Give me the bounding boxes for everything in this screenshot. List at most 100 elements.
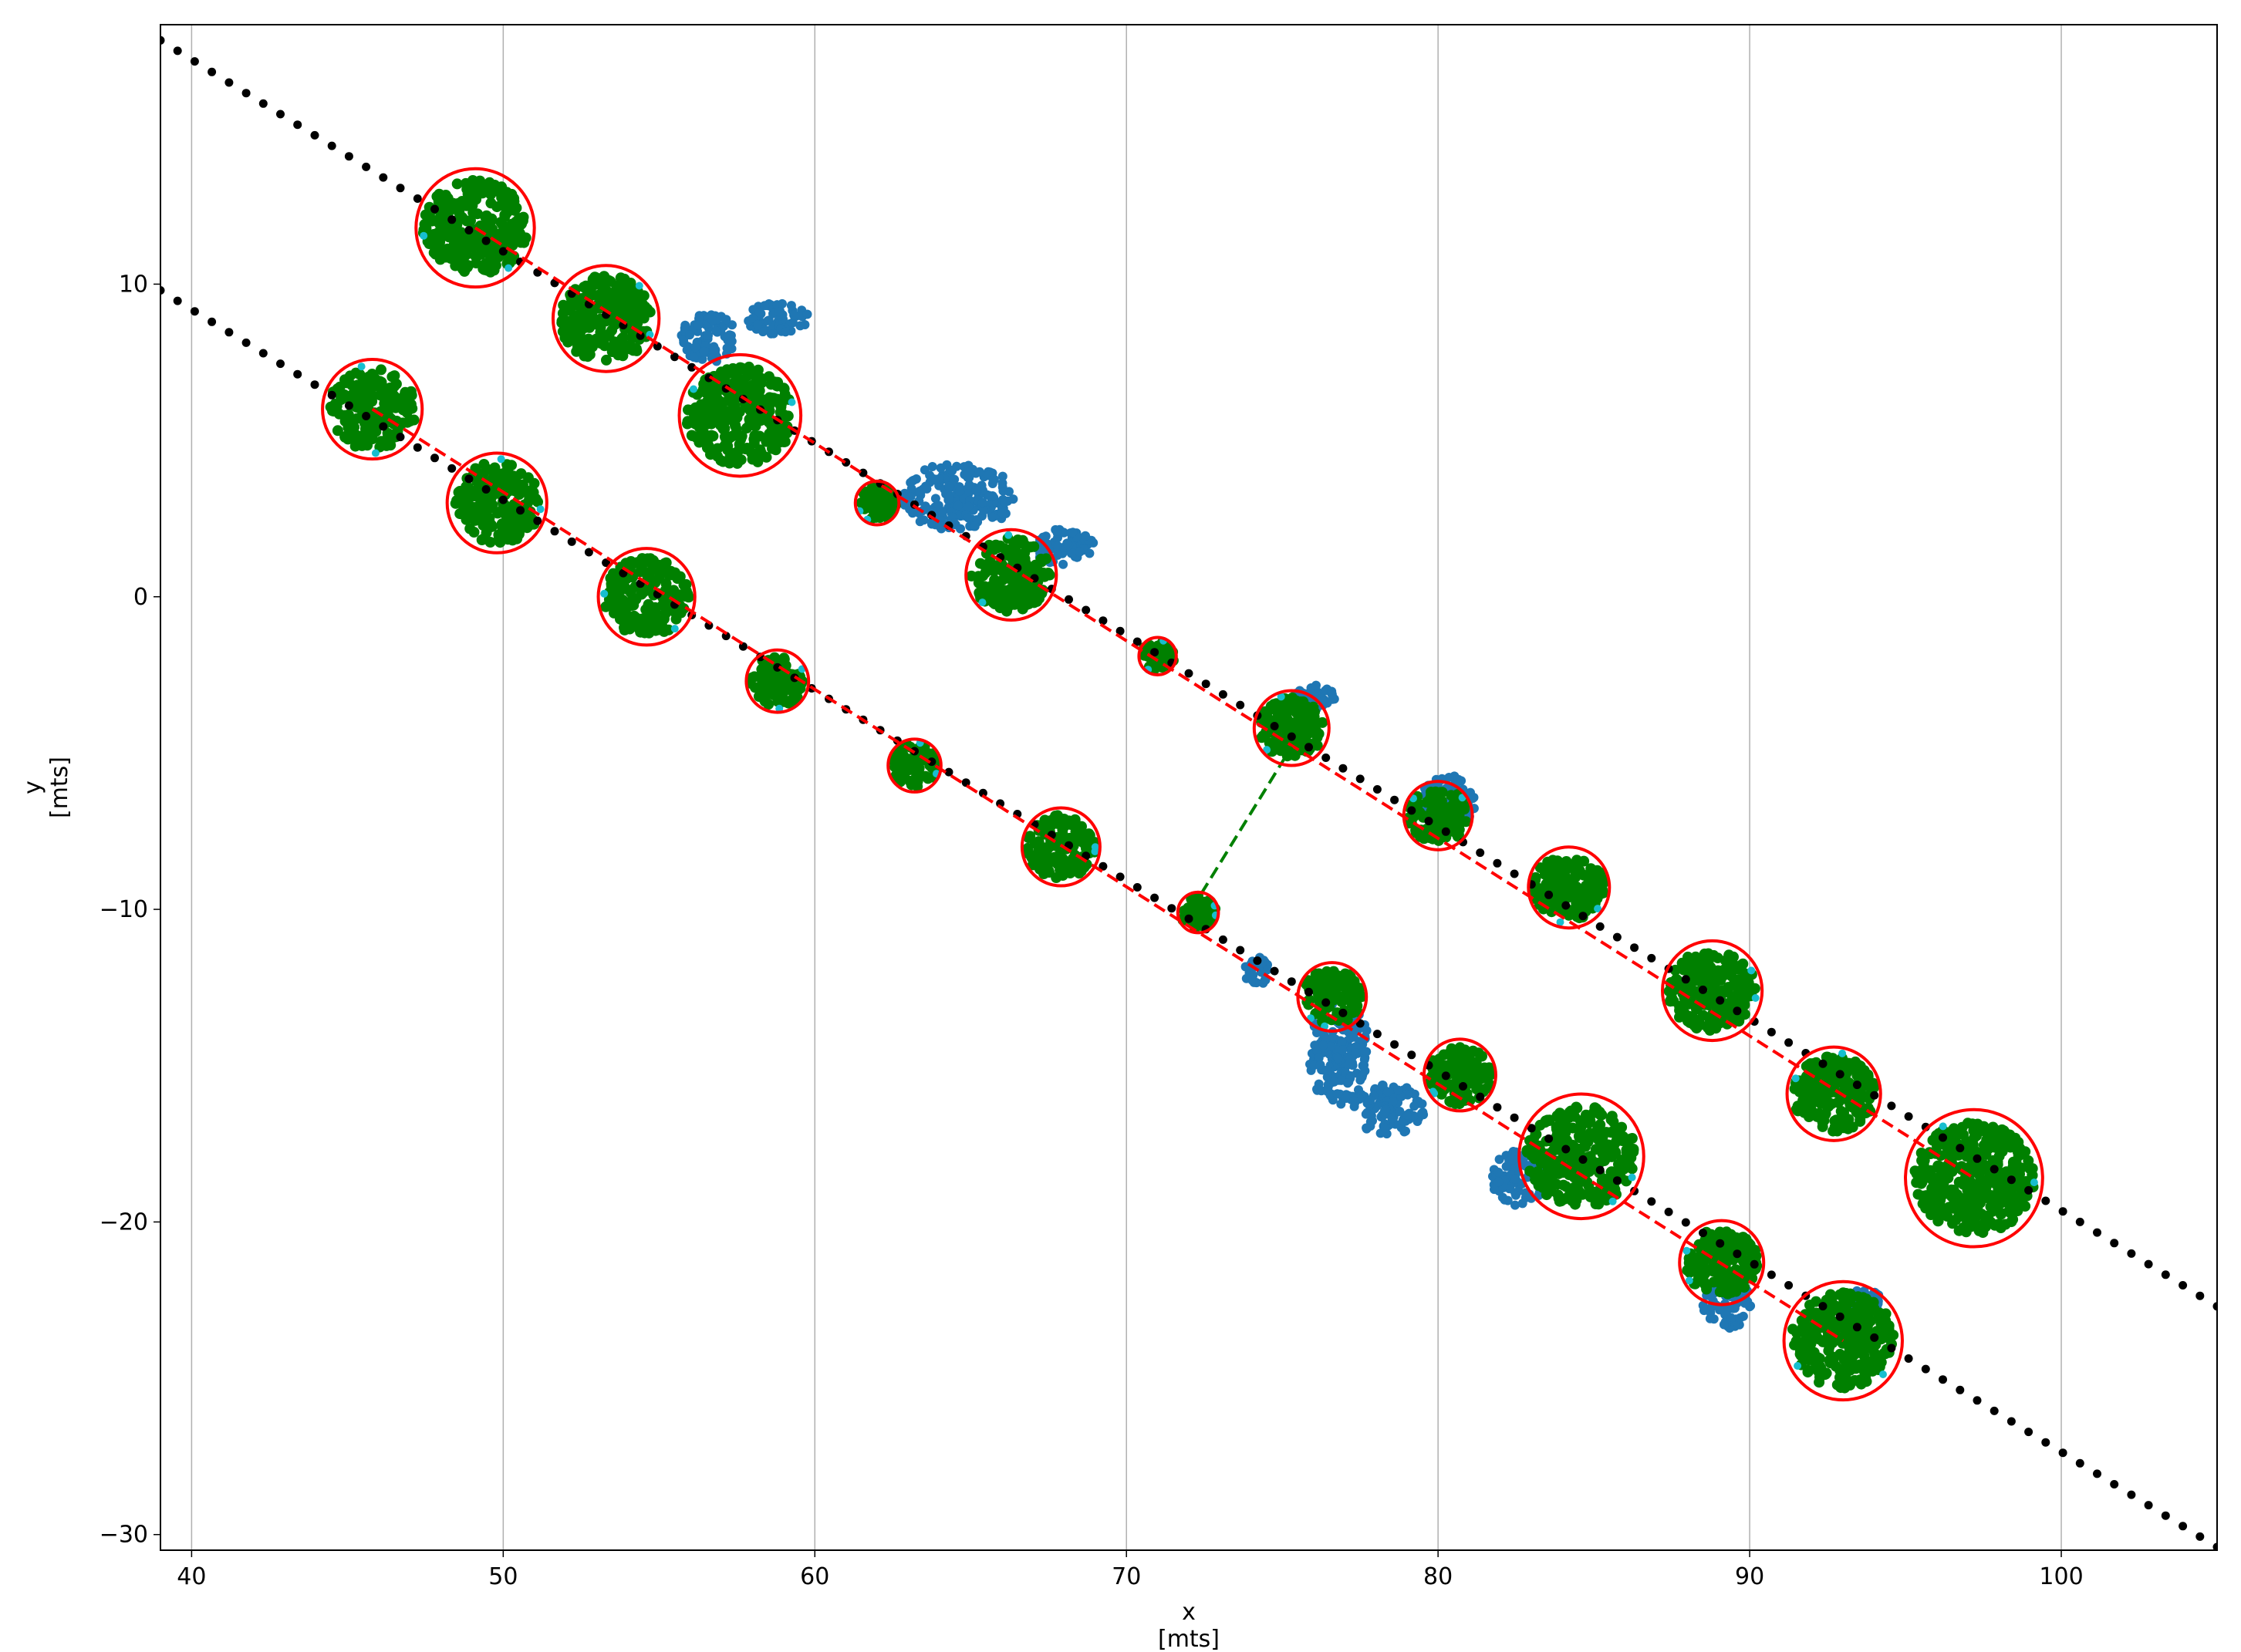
highlight-point — [1556, 918, 1564, 926]
cluster-point — [865, 497, 876, 509]
cluster-point — [2004, 1206, 2016, 1218]
cluster-point — [713, 401, 724, 413]
cluster-point — [1551, 1163, 1563, 1175]
cluster-point — [522, 497, 534, 508]
cluster-point — [327, 405, 338, 416]
cluster-point — [447, 203, 458, 214]
stray-point — [1343, 1078, 1352, 1088]
cluster-point — [625, 278, 636, 288]
stray-point — [1510, 1200, 1520, 1210]
cluster-point — [1345, 971, 1356, 983]
cluster-point — [1293, 708, 1304, 720]
cluster-point — [521, 522, 533, 534]
cluster-point — [384, 429, 396, 440]
highlight-point — [357, 362, 366, 371]
cluster-point — [987, 587, 999, 598]
cluster-point — [647, 610, 659, 621]
cluster-point — [616, 605, 628, 617]
cluster-point — [596, 280, 607, 291]
cluster-point — [518, 234, 529, 246]
cluster-point — [1057, 828, 1068, 840]
stray-point — [789, 310, 799, 320]
cluster-point — [1551, 1128, 1563, 1140]
cluster-point — [1719, 1279, 1730, 1291]
stray-point — [748, 313, 758, 323]
cluster-point — [513, 521, 525, 532]
cluster-point — [489, 462, 501, 474]
cluster-point — [1952, 1211, 1964, 1222]
cluster-point — [733, 444, 744, 456]
cluster-point — [775, 675, 786, 686]
cluster-point — [889, 759, 901, 770]
stray-point — [950, 474, 960, 484]
stray-point — [977, 497, 987, 507]
cluster-point — [2002, 1139, 2013, 1151]
cluster-point — [603, 275, 615, 286]
cluster-point — [1542, 1165, 1554, 1176]
cluster-point — [1569, 1199, 1581, 1210]
cluster-point — [559, 314, 570, 325]
cluster-point — [486, 225, 498, 237]
stray-point — [1342, 1094, 1351, 1103]
stray-point — [1052, 526, 1062, 536]
stray-point — [922, 484, 932, 494]
highlight-point — [420, 231, 428, 240]
cluster-point — [1943, 1143, 1955, 1154]
stray-point — [758, 327, 768, 337]
cluster-point — [638, 290, 650, 302]
cluster-point — [1317, 716, 1328, 728]
cluster-point — [1608, 1139, 1620, 1151]
stray-point — [1494, 1155, 1504, 1165]
cluster-point — [1558, 1115, 1570, 1127]
stray-point — [763, 315, 773, 325]
cluster-point — [1993, 1219, 2004, 1230]
stray-point — [971, 486, 981, 496]
cluster-point — [1265, 700, 1277, 712]
stray-point — [722, 343, 732, 353]
cluster-point — [1956, 1161, 1967, 1172]
cluster-point — [1685, 965, 1696, 976]
cluster-point — [600, 601, 612, 612]
cluster-point — [665, 565, 677, 577]
cluster-point — [1819, 1091, 1831, 1102]
stray-point — [1382, 1087, 1392, 1097]
stray-point — [1698, 1300, 1708, 1310]
stray-point — [1248, 975, 1258, 985]
stray-point — [727, 320, 737, 330]
cluster-point — [486, 214, 498, 226]
stray-point — [1068, 528, 1078, 538]
cluster-point — [656, 562, 668, 574]
cluster-point — [1616, 1155, 1628, 1166]
stray-point — [689, 352, 699, 362]
cluster-point — [1570, 872, 1581, 882]
stray-point — [1345, 1060, 1355, 1070]
cluster-point — [359, 423, 371, 434]
cluster-point — [1699, 1234, 1711, 1246]
cluster-point — [1931, 1172, 1942, 1184]
stray-point — [1416, 1108, 1426, 1118]
highlight-point — [690, 385, 697, 393]
cluster-point — [1932, 1215, 1944, 1227]
cluster-point — [479, 513, 491, 524]
highlight-point — [1751, 994, 1760, 1002]
cluster-point — [1699, 1268, 1711, 1279]
cluster-point — [694, 422, 706, 433]
cluster-point — [1534, 862, 1546, 874]
cluster-point — [1568, 1172, 1580, 1183]
stray-point — [1311, 680, 1321, 690]
cluster-point — [1948, 1199, 1959, 1210]
stray-point — [1312, 1028, 1321, 1037]
stray-point — [1085, 548, 1095, 558]
stray-point — [1062, 538, 1072, 548]
cluster-point — [1855, 1087, 1867, 1099]
cluster-point — [1546, 906, 1558, 918]
cluster-point — [1964, 1175, 1976, 1186]
cluster-point — [634, 300, 646, 312]
cluster-point — [1572, 1184, 1584, 1195]
cluster-point — [1626, 1163, 1638, 1175]
cluster-point — [595, 338, 606, 349]
cluster-point — [1844, 1064, 1855, 1076]
cluster-point — [1300, 734, 1311, 746]
cluster-point — [498, 195, 510, 206]
cluster-point — [1705, 961, 1716, 973]
